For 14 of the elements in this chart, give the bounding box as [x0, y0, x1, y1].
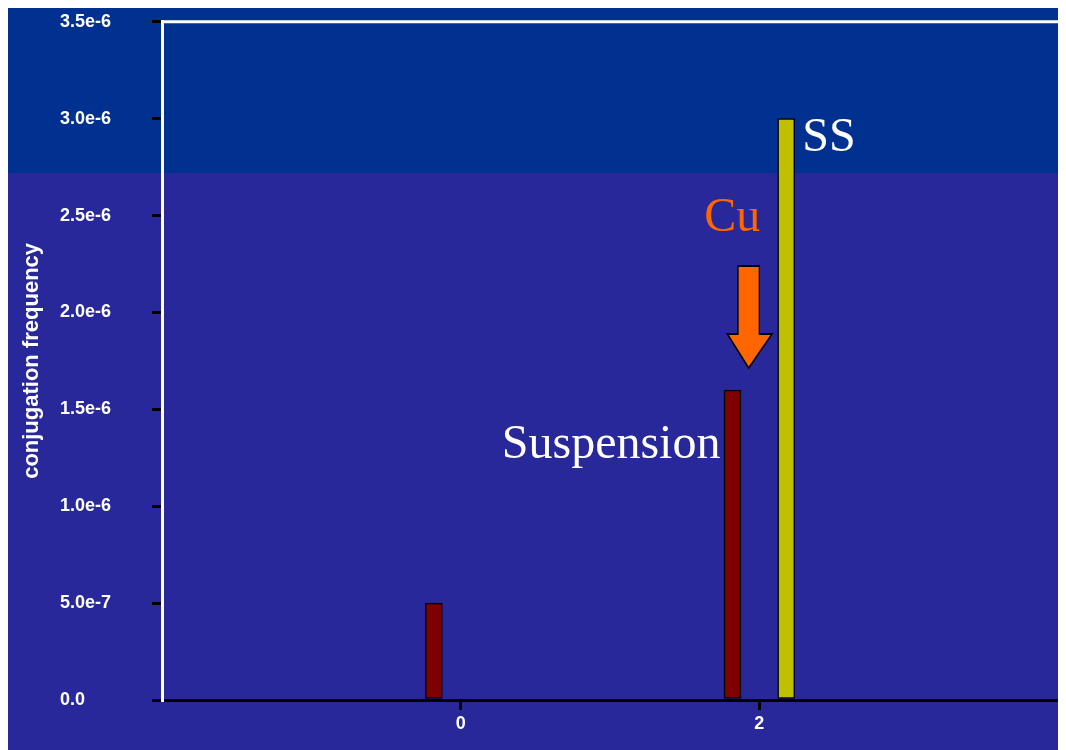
y-axis-title: conjugation frequency	[18, 242, 44, 479]
y-tick-label: 1.5e-6	[60, 398, 112, 419]
x-tick-label: 2	[754, 712, 765, 733]
series-label: Suspension	[501, 415, 721, 469]
annotation: Cu	[704, 187, 761, 241]
y-tick-label: 3.5e-6	[60, 10, 112, 31]
y-tick-label: 1.0e-6	[60, 495, 112, 516]
y-tick-label: 2.0e-6	[60, 301, 112, 322]
y-tick-label: 3.0e-6	[60, 107, 112, 128]
y-tick-label: 0.0	[60, 688, 86, 709]
series-label: SS	[802, 108, 856, 162]
x-tick-label: 0	[455, 712, 466, 733]
y-tick-label: 2.5e-6	[60, 204, 112, 225]
y-tick-label: 5.0e-7	[60, 592, 112, 613]
